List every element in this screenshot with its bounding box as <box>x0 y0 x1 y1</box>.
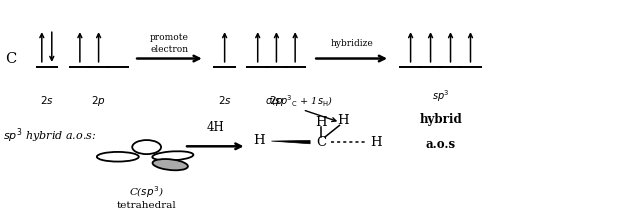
Text: $2p$: $2p$ <box>269 94 284 108</box>
Text: $2s$: $2s$ <box>40 94 54 106</box>
Text: a.o.s: a.o.s <box>426 138 456 151</box>
Text: $2s$: $2s$ <box>218 94 232 106</box>
Text: $sp^3$ hybrid a.o.s:: $sp^3$ hybrid a.o.s: <box>3 127 97 145</box>
Ellipse shape <box>132 140 161 154</box>
Text: C: C <box>6 52 17 65</box>
Text: H: H <box>253 134 265 147</box>
Ellipse shape <box>97 152 139 162</box>
Text: C($sp^3$): C($sp^3$) <box>129 184 164 200</box>
Text: C: C <box>316 136 326 149</box>
Text: hybrid: hybrid <box>419 113 462 126</box>
Text: $\sigma$($sp^3$$_{\rm C}$ + 1$s_{\rm H}$): $\sigma$($sp^3$$_{\rm C}$ + 1$s_{\rm H}$… <box>265 93 333 109</box>
Text: tetrahedral: tetrahedral <box>117 201 177 209</box>
Polygon shape <box>271 140 310 144</box>
Ellipse shape <box>152 159 188 170</box>
Ellipse shape <box>152 151 193 161</box>
Text: $2p$: $2p$ <box>91 94 106 108</box>
Text: electron: electron <box>150 45 188 54</box>
Text: 4H: 4H <box>207 121 224 134</box>
Text: $sp^3$: $sp^3$ <box>432 88 449 104</box>
Text: hybridize: hybridize <box>330 39 373 48</box>
Text: H: H <box>338 114 349 127</box>
Text: H: H <box>316 116 327 129</box>
Text: promote: promote <box>150 33 189 42</box>
Text: H: H <box>370 136 381 149</box>
